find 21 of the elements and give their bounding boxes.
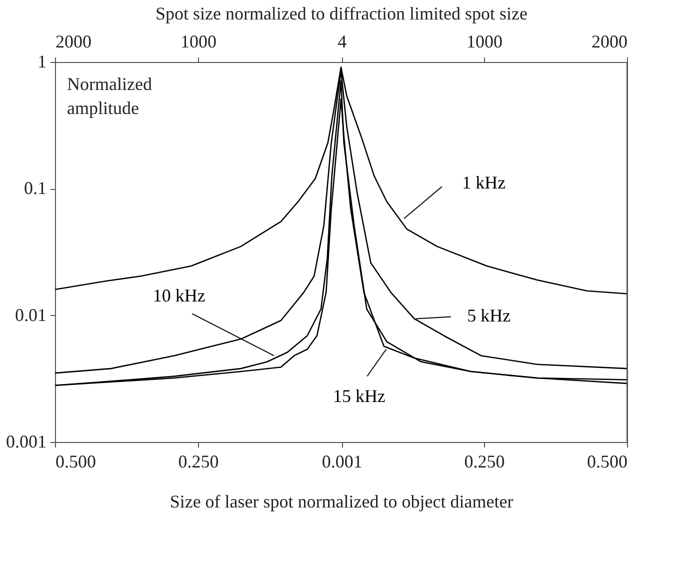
y-tick-label: 0.001 [6,432,46,452]
x-tick-label: 0.500 [587,452,628,472]
x2-tick-label: 1000 [180,32,216,52]
x2-tick-label: 2000 [592,32,628,52]
y-axis-title: Normalized amplitude [67,74,152,118]
x-tick-label: 0.250 [464,452,505,472]
annotation: 5 kHz [467,306,511,326]
x-tick-label: 0.500 [56,452,96,472]
annotation: 1 kHz [462,172,506,193]
y-tick-label: 1 [38,52,46,72]
x2-tick-label: 1000 [466,32,502,52]
x-tick-label: 0.001 [322,452,362,472]
x-axis-title: Size of laser spot normalized to object diameter [170,492,514,512]
x2-tick-label: 2000 [56,32,92,52]
annotation: 15 kHz [332,386,386,406]
chart-title: Spot size normalized to diffraction limited spot size [155,4,528,24]
y-tick-label: 0.1 [24,178,46,198]
x-tick-label: 0.250 [178,452,219,472]
annotation: 10 kHz [152,286,206,306]
x2-tick-label: 4 [338,32,347,52]
y-tick-label: 0.01 [15,304,46,325]
